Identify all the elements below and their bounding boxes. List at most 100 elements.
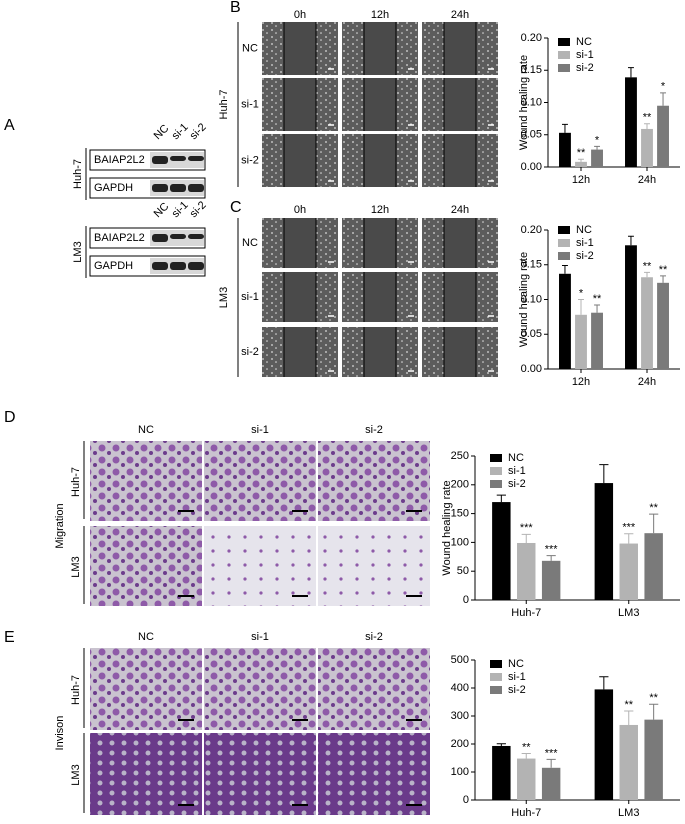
legend-label: NC bbox=[508, 658, 524, 670]
micrograph bbox=[204, 441, 316, 521]
lane-label: si-1 bbox=[170, 199, 191, 220]
band bbox=[188, 156, 204, 161]
lane-label: si-2 bbox=[188, 121, 209, 142]
x-tick-label: Huh-7 bbox=[511, 807, 541, 819]
error-bar bbox=[660, 275, 667, 283]
scratch-gap bbox=[364, 218, 396, 268]
legend-label: si-2 bbox=[576, 62, 594, 74]
scratch-gap bbox=[284, 134, 316, 187]
time-label: 12h bbox=[371, 204, 389, 216]
legend-swatch bbox=[490, 467, 502, 475]
band bbox=[152, 156, 168, 164]
error-bar bbox=[649, 703, 659, 720]
significance: * bbox=[579, 287, 584, 299]
scratch-gap bbox=[444, 272, 476, 322]
legend-label: si-1 bbox=[508, 465, 526, 477]
x-tick-label: Huh-7 bbox=[511, 607, 541, 619]
error-bar bbox=[546, 758, 556, 768]
legend-label: si-1 bbox=[576, 49, 594, 61]
error-bar bbox=[644, 271, 650, 278]
x-tick-label: 12h bbox=[572, 376, 590, 388]
time-label: 0h bbox=[294, 9, 306, 21]
scratch-gap bbox=[284, 218, 316, 268]
protein-label: BAIAP2L2 bbox=[94, 232, 145, 244]
significance: ** bbox=[643, 112, 652, 124]
significance: *** bbox=[545, 747, 559, 759]
column-label: NC bbox=[138, 424, 154, 436]
x-tick-label: LM3 bbox=[618, 807, 639, 819]
column-label: si-2 bbox=[365, 631, 383, 643]
legend-label: si-2 bbox=[576, 250, 594, 262]
y-tick-label: 0 bbox=[463, 594, 469, 606]
error-bar bbox=[624, 710, 634, 725]
y-tick-label: 0.20 bbox=[521, 32, 542, 44]
bar bbox=[594, 689, 614, 800]
panel-letter: A bbox=[4, 117, 15, 134]
bar bbox=[517, 758, 536, 800]
column-label: si-1 bbox=[251, 424, 269, 436]
legend-swatch bbox=[558, 51, 570, 59]
column-label: NC bbox=[138, 631, 154, 643]
legend-swatch bbox=[490, 673, 502, 681]
bar bbox=[492, 502, 511, 600]
error-bar bbox=[561, 264, 568, 274]
error-bar bbox=[578, 158, 584, 162]
error-bar bbox=[624, 533, 634, 544]
scratch-gap bbox=[284, 272, 316, 322]
scratch-gap bbox=[364, 22, 396, 75]
significance: ** bbox=[522, 741, 531, 753]
lane-label: NC bbox=[152, 122, 172, 142]
column-label: si-1 bbox=[251, 631, 269, 643]
error-bar bbox=[627, 67, 634, 78]
error-bar bbox=[649, 513, 659, 534]
bar bbox=[619, 543, 638, 600]
significance: *** bbox=[520, 522, 534, 534]
scratch-gap bbox=[444, 218, 476, 268]
bar bbox=[641, 277, 653, 369]
scratch-gap bbox=[444, 22, 476, 75]
scratch-gap bbox=[364, 78, 396, 131]
band bbox=[188, 262, 204, 270]
legend-label: si-1 bbox=[508, 671, 526, 683]
micrograph bbox=[204, 526, 316, 606]
error-bar bbox=[627, 235, 634, 246]
row-label: Huh-7 bbox=[70, 675, 82, 705]
bar bbox=[492, 745, 511, 800]
significance: ** bbox=[593, 293, 602, 305]
protein-label: GAPDH bbox=[94, 182, 133, 194]
bar bbox=[619, 724, 638, 800]
bar bbox=[657, 105, 669, 167]
row-label: NC bbox=[242, 42, 258, 54]
panel-letter: B bbox=[230, 0, 241, 16]
time-label: 12h bbox=[371, 9, 389, 21]
error-bar bbox=[578, 299, 584, 315]
time-label: 0h bbox=[294, 204, 306, 216]
cell-line-label: LM3 bbox=[72, 241, 84, 262]
bar bbox=[517, 542, 536, 600]
significance: ** bbox=[643, 260, 652, 272]
y-tick-label: 0.00 bbox=[521, 363, 542, 375]
band bbox=[188, 184, 204, 192]
scratch-gap bbox=[284, 22, 316, 75]
significance: *** bbox=[545, 544, 559, 556]
legend-swatch bbox=[490, 480, 502, 488]
significance: * bbox=[661, 81, 666, 93]
assay-label: Migration bbox=[54, 503, 66, 548]
row-label: si-1 bbox=[241, 98, 259, 110]
bar bbox=[625, 245, 637, 369]
band bbox=[152, 234, 168, 242]
y-tick-label: 200 bbox=[451, 738, 469, 750]
x-tick-label: 24h bbox=[638, 376, 656, 388]
column-label: si-2 bbox=[365, 424, 383, 436]
lane-label: si-1 bbox=[170, 121, 191, 142]
significance: ** bbox=[649, 692, 658, 704]
micrograph bbox=[90, 733, 202, 815]
error-bar bbox=[521, 533, 531, 543]
x-tick-label: LM3 bbox=[618, 607, 639, 619]
legend-label: NC bbox=[576, 36, 592, 48]
y-tick-label: 250 bbox=[451, 450, 469, 462]
micrograph bbox=[204, 733, 316, 815]
lane-label: si-2 bbox=[188, 199, 209, 220]
y-axis-label: Wound healing rate bbox=[518, 55, 530, 150]
assay-label: Invison bbox=[54, 716, 66, 751]
